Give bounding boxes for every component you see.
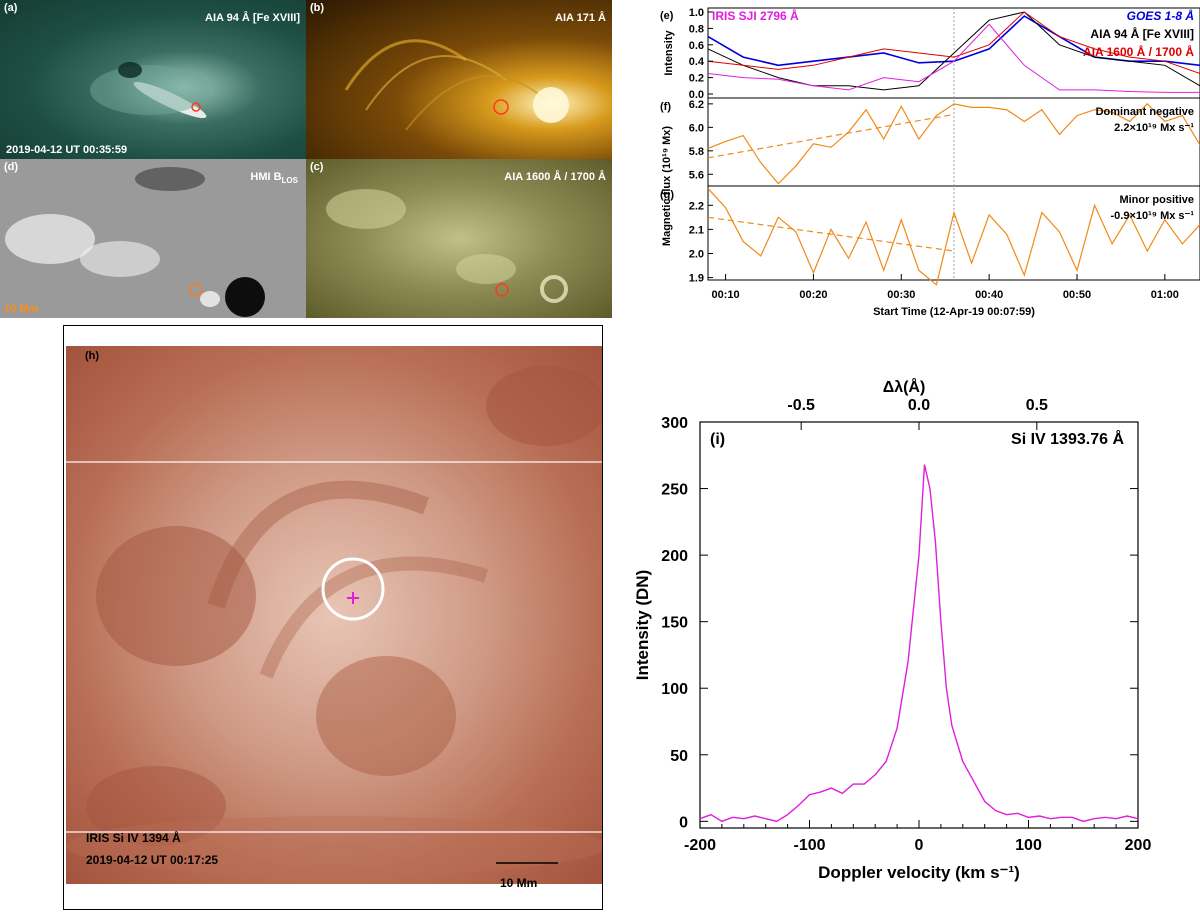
spectrum-chart: -200 -100 0 100 200 0 50 100 150 200 250 300 -0.5 0.0…	[633, 377, 1152, 882]
panel-d-title: HMI BLOS	[250, 171, 298, 186]
ytick-label-f-3: 5.6	[689, 169, 704, 181]
note2-g: -0.9×10¹⁹ Mx s⁻¹	[1111, 210, 1195, 222]
flux-line-f	[707, 103, 1200, 185]
note1-g: Minor positive	[1119, 194, 1194, 206]
spectrum-title: Si IV 1393.76 Å	[1011, 429, 1124, 448]
frame-i	[699, 421, 1139, 829]
ytick-label-i-3: 150	[661, 615, 688, 632]
ytick-label-e-3: 0.4	[689, 56, 705, 68]
ytick-label-i-5: 250	[661, 482, 688, 499]
ytick-label-g-0: 2.2	[689, 200, 704, 212]
xlabel-time: Start Time (12-Apr-19 00:07:59)	[873, 306, 1035, 318]
ytick-label-e-5: 0.0	[689, 89, 704, 101]
ytick-label-i-1: 50	[670, 748, 688, 765]
legend-aia94: AIA 94 Å [Fe XVIII]	[1090, 26, 1194, 41]
panel-h-timestamp: 2019-04-12 UT 00:17:25	[86, 853, 219, 867]
target-circle-b	[493, 99, 509, 115]
flux-line-g	[707, 188, 1200, 286]
xtick-label-i-2: 0	[915, 837, 924, 854]
note2-f: 2.2×10¹⁹ Mx s⁻¹	[1114, 122, 1194, 134]
ytick-label-f-1: 6.0	[689, 122, 704, 134]
event-circle	[321, 557, 385, 621]
panel-f-letter: (f)	[660, 101, 671, 113]
aia94-loop-image	[90, 62, 210, 119]
top-xlabel-i: Δλ(Å)	[883, 377, 926, 396]
top-xtick-label-i-2: 0.5	[1026, 397, 1048, 414]
panel-c-aia1600: (c) AIA 1600 Å / 1700 Å	[306, 159, 612, 318]
panel-d-letter: (d)	[4, 161, 19, 173]
ytick-label-e-2: 0.6	[689, 40, 704, 52]
event-marker-icon	[347, 592, 359, 604]
ytick-label-g-2: 2.0	[689, 248, 704, 260]
note1-f: Dominant negative	[1096, 106, 1194, 118]
panel-h-letter: (h)	[85, 350, 100, 362]
spectrum-line	[699, 464, 1139, 823]
xtick-label-time-1: 00:20	[799, 289, 827, 301]
iris-si-iv-image	[66, 346, 602, 884]
light-curve-panels: 1.0 0.8 0.6 0.4 0.2 0.0 Intensity (e) IRIS SJI 2…	[660, 7, 1200, 318]
ytick-label-f-2: 5.8	[689, 146, 704, 158]
xtick-label-time-2: 00:30	[887, 289, 915, 301]
ytick-label-i-6: 300	[661, 415, 688, 432]
ytick-label-i-0: 0	[679, 814, 688, 831]
panel-b-aia171: (b) AIA 171 Å	[306, 0, 612, 159]
xtick-label-time-5: 01:00	[1151, 289, 1179, 301]
ytick-label-g-3: 1.9	[689, 273, 704, 285]
ytick-label-g-1: 2.1	[689, 224, 704, 236]
legend-goes: GOES 1-8 Å	[1127, 9, 1194, 23]
trend-line-f	[707, 113, 955, 159]
ytick-label-f-0: 6.2	[689, 99, 704, 111]
ytick-label-i-4: 200	[661, 548, 688, 565]
top-xtick-label-i-0: -0.5	[787, 397, 815, 414]
ytick-label-e-4: 0.2	[689, 73, 704, 85]
series-line-e-1	[707, 11, 1200, 91]
xtick-label-time-3: 00:40	[975, 289, 1003, 301]
panel-c-letter: (c)	[310, 161, 324, 173]
target-circle-d	[189, 283, 203, 297]
xtick-label-time-4: 00:50	[1063, 289, 1091, 301]
legend-iris: IRIS SJI 2796 Å	[712, 8, 799, 23]
top-xtick-label-i-1: 0.0	[908, 397, 930, 414]
panel-c-title: AIA 1600 Å / 1700 Å	[504, 171, 606, 183]
xtick-label-i-4: 200	[1125, 837, 1152, 854]
target-circle-c	[495, 283, 509, 297]
series-line-e-2	[707, 11, 1200, 74]
panel-b-letter: (b)	[310, 2, 325, 14]
legend-aia1600: AIA 1600 Å / 1700 Å	[1083, 44, 1194, 59]
panel-a-timestamp: 2019-04-12 UT 00:35:59	[6, 144, 128, 156]
xtick-label-time-0: 00:10	[712, 289, 740, 301]
panel-g-letter: (g)	[660, 189, 674, 201]
panel-h-scale: 10 Mm	[500, 876, 538, 890]
ytick-label-i-2: 100	[661, 681, 688, 698]
xtick-label-i-1: -100	[793, 837, 825, 854]
ytick-label-e-0: 1.0	[689, 7, 704, 19]
xtick-label-i-3: 100	[1015, 837, 1042, 854]
panel-d-scale: 10 Mm	[4, 303, 39, 315]
panel-h-instrument: IRIS Si IV 1394 Å	[86, 831, 181, 845]
xtick-label-i-0: -200	[684, 837, 716, 854]
xlabel-i: Doppler velocity (km s⁻¹)	[818, 863, 1020, 882]
panel-a-title: AIA 94 Å [Fe XVIII]	[205, 12, 300, 24]
aia171-loop-image	[344, 39, 569, 131]
target-circle-a	[191, 102, 201, 112]
panel-b-title: AIA 171 Å	[555, 12, 606, 24]
trend-line-g	[707, 216, 955, 252]
ytick-label-e-1: 0.8	[689, 23, 704, 35]
ylabel-flux: Magnetic flux (10¹⁹ Mx)	[661, 126, 673, 246]
ylabel-e: Intensity	[663, 30, 675, 76]
panel-i-letter: (i)	[710, 431, 725, 448]
series-line-e-3	[707, 23, 1200, 93]
panel-e-letter: (e)	[660, 10, 674, 22]
panel-a-aia94: (a) AIA 94 Å [Fe XVIII] 2019-04-12 UT 00…	[0, 0, 306, 159]
panel-a-letter: (a)	[4, 2, 18, 14]
panel-d-hmi: (d) HMI BLOS 10 Mm	[0, 159, 306, 318]
ylabel-i: Intensity (DN)	[633, 570, 652, 681]
aia1600-image	[326, 189, 568, 303]
hmi-magnetogram-image	[5, 167, 265, 317]
panel-h-frame: (h) IRIS Si IV 1394 Å 2019-04-12 UT 00:1…	[63, 325, 603, 910]
